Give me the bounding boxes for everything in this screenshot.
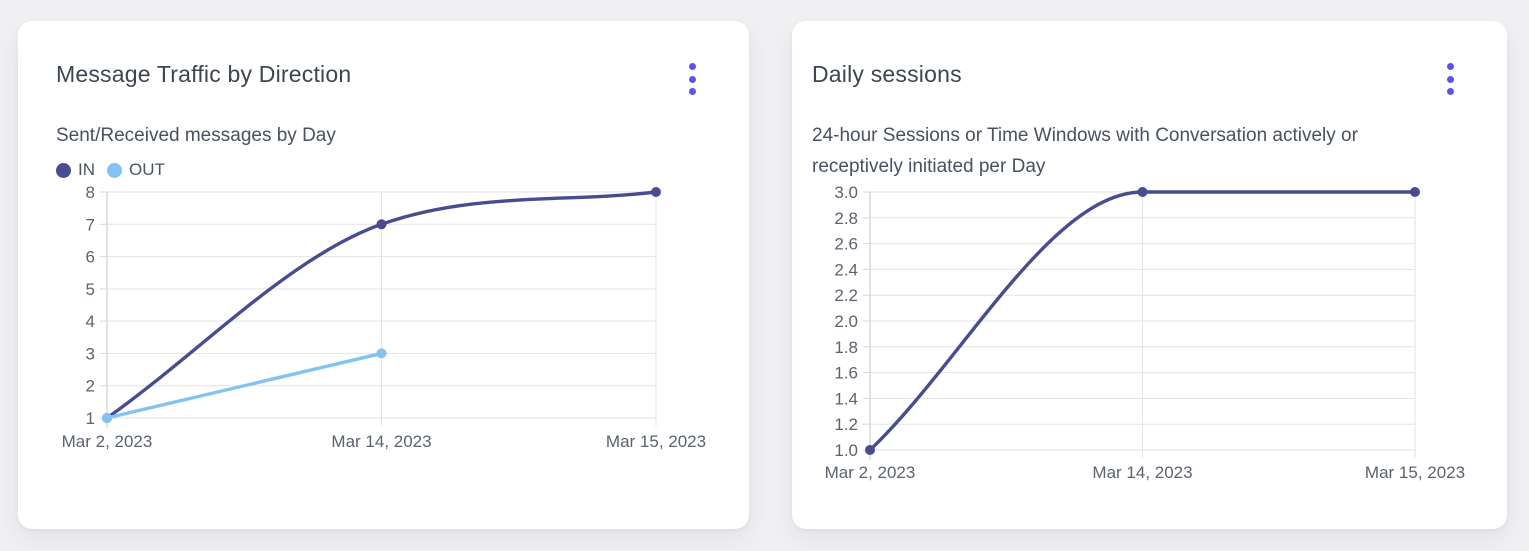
- svg-text:Mar 14, 2023: Mar 14, 2023: [1092, 463, 1192, 482]
- card-daily-sessions: Daily sessions 24-hour Sessions or Time …: [792, 21, 1507, 529]
- svg-text:Mar 2, 2023: Mar 2, 2023: [62, 432, 153, 451]
- message-traffic-line-chart: 1 2 3 4 5 6 7 8 Mar 2, 2023 Mar 14, 2023 Mar 15, 2…: [62, 183, 706, 451]
- svg-text:Mar 15, 2023: Mar 15, 2023: [1365, 463, 1465, 482]
- card-title: Message Traffic by Direction: [56, 61, 352, 87]
- kebab-menu-icon[interactable]: [679, 57, 705, 101]
- svg-text:1.0: 1.0: [834, 441, 858, 460]
- svg-text:4: 4: [86, 312, 95, 331]
- svg-text:2.4: 2.4: [834, 260, 858, 279]
- legend-dot-out-icon: [107, 162, 122, 178]
- card-subtitle: 24-hour Sessions or Time Windows with Co…: [812, 125, 1358, 177]
- card-subtitle: Sent/Received messages by Day: [56, 125, 336, 146]
- legend-item-in[interactable]: IN: [56, 160, 95, 180]
- svg-text:2.8: 2.8: [834, 209, 858, 228]
- svg-text:7: 7: [86, 215, 95, 234]
- svg-text:1.2: 1.2: [834, 415, 858, 434]
- chart-legend: IN OUT: [56, 159, 709, 181]
- svg-text:2.2: 2.2: [834, 286, 858, 305]
- svg-text:1: 1: [86, 409, 95, 428]
- kebab-menu-icon[interactable]: [1437, 57, 1463, 101]
- svg-text:Mar 15, 2023: Mar 15, 2023: [606, 432, 706, 451]
- svg-text:1.8: 1.8: [834, 338, 858, 357]
- svg-text:8: 8: [86, 183, 95, 202]
- svg-text:1.4: 1.4: [834, 389, 858, 408]
- kebab-dot: [1446, 62, 1454, 70]
- legend-dot-in-icon: [56, 162, 71, 178]
- svg-text:1.6: 1.6: [834, 364, 858, 383]
- svg-text:Mar 14, 2023: Mar 14, 2023: [331, 432, 431, 451]
- svg-text:5: 5: [86, 280, 95, 299]
- svg-text:3.0: 3.0: [834, 183, 858, 202]
- kebab-dot: [1446, 75, 1454, 83]
- svg-text:2.6: 2.6: [834, 235, 858, 254]
- kebab-dot: [1446, 88, 1454, 96]
- svg-text:6: 6: [86, 248, 95, 267]
- svg-text:2.0: 2.0: [834, 312, 858, 331]
- kebab-dot: [688, 88, 696, 96]
- kebab-dot: [688, 62, 696, 70]
- svg-text:Mar 2, 2023: Mar 2, 2023: [825, 463, 916, 482]
- svg-text:2: 2: [86, 377, 95, 396]
- legend-item-out[interactable]: OUT: [107, 160, 165, 180]
- legend-label-out: OUT: [129, 160, 165, 179]
- legend-label-in: IN: [78, 160, 95, 179]
- card-message-traffic: Message Traffic by Direction Sent/Receiv…: [18, 21, 749, 529]
- card-title: Daily sessions: [812, 61, 962, 87]
- svg-text:3: 3: [86, 344, 95, 363]
- daily-sessions-line-chart: 1.0 1.2 1.4 1.6 1.8 2.0 2.2 2.4 2.6 2.8 3.0 Mar 2, …: [825, 183, 1465, 482]
- kebab-dot: [688, 75, 696, 83]
